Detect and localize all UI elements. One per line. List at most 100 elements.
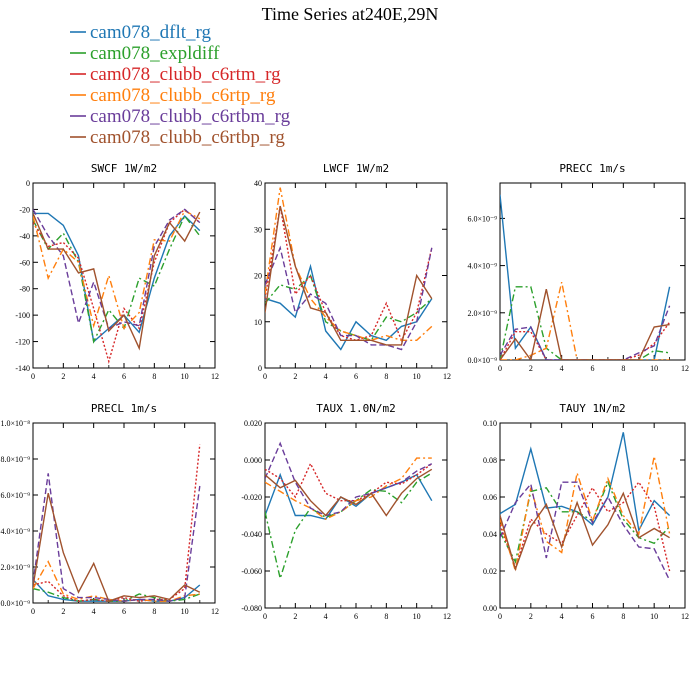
x-tick-label: 8 <box>152 607 156 616</box>
y-tick-label: -0.040 <box>241 530 262 539</box>
series-line-5 <box>265 245 433 351</box>
y-tick-label: 8.0×10⁻⁹ <box>0 455 30 464</box>
y-tick-label: -80 <box>19 285 30 294</box>
y-tick-label: -120 <box>15 338 30 347</box>
series-line-3 <box>265 462 433 502</box>
y-tick-label: 0.0×10⁻⁹ <box>467 356 497 365</box>
y-tick-label: 0 <box>26 179 30 188</box>
x-tick-label: 12 <box>443 612 451 621</box>
legend-label: cam078_clubb_c6rtm_rg <box>90 64 281 85</box>
y-tick-label: 0.10 <box>483 419 497 428</box>
series-line-1 <box>265 263 433 351</box>
series-line-6 <box>500 491 670 572</box>
y-tick-label: 2.0×10⁻⁹ <box>467 309 497 318</box>
x-tick-label: 6 <box>354 612 358 621</box>
panel-title: PRECL 1m/s <box>91 402 157 415</box>
x-tick-label: 8 <box>384 612 388 621</box>
y-tick-label: -0.080 <box>241 604 262 613</box>
y-tick-label: -0.060 <box>241 567 262 576</box>
x-tick-label: 2 <box>61 607 65 616</box>
x-tick-label: 10 <box>181 607 189 616</box>
x-tick-label: 6 <box>354 372 358 381</box>
series-line-6 <box>33 493 201 603</box>
series-line-4 <box>500 456 671 572</box>
y-tick-label: -60 <box>19 258 30 267</box>
x-tick-label: 4 <box>560 612 564 621</box>
plot-frame <box>499 422 686 609</box>
series-line-1 <box>33 212 201 343</box>
y-tick-label: 4.0×10⁻⁹ <box>0 527 30 536</box>
series-line-2 <box>265 274 433 342</box>
panel-title: PRECC 1m/s <box>559 162 625 175</box>
y-tick-label: 0.020 <box>244 419 262 428</box>
panel-2: LWCF 1W/m2 0 2 4 6 8 10 12 0 10 20 30 40 <box>254 162 451 381</box>
x-tick-label: 10 <box>181 372 189 381</box>
series-line-6 <box>265 205 433 346</box>
panels: SWCF 1W/m2 0 2 4 6 8 10 12 0 -20 -40 -60 -80 -100 -120… <box>0 162 689 621</box>
y-tick-label: 1.0×10⁻⁸ <box>0 419 30 428</box>
x-tick-label: 6 <box>122 607 126 616</box>
x-tick-label: 8 <box>384 372 388 381</box>
panel-6: TAUY 1N/m2 0 2 4 6 8 10 12 0.00 0.02 0.04 0.06 0.08 0… <box>483 402 689 621</box>
series-line-4 <box>265 187 433 342</box>
y-tick-label: 0.04 <box>483 530 497 539</box>
series-line-5 <box>33 208 201 330</box>
x-tick-label: 0 <box>31 607 35 616</box>
series-line-3 <box>33 444 201 602</box>
y-tick-label: 6.0×10⁻⁹ <box>0 491 30 500</box>
series-line-2 <box>33 214 201 344</box>
series-line-3 <box>33 208 201 364</box>
x-tick-label: 10 <box>413 612 421 621</box>
y-tick-label: 6.0×10⁻⁹ <box>467 214 497 223</box>
x-tick-label: 12 <box>681 364 689 373</box>
y-tick-label: 30 <box>254 225 262 234</box>
legend-label: cam078_clubb_c6rtp_rg <box>90 85 276 106</box>
y-tick-label: 0.000 <box>244 456 262 465</box>
x-tick-label: 4 <box>324 372 328 381</box>
series-line-3 <box>265 205 433 342</box>
x-tick-label: 2 <box>61 372 65 381</box>
x-tick-label: 10 <box>650 612 658 621</box>
series-line-5 <box>33 473 201 602</box>
x-tick-label: 12 <box>681 612 689 621</box>
series-line-5 <box>500 481 671 581</box>
series-line-6 <box>500 289 670 360</box>
series-line-5 <box>265 441 433 517</box>
panel-4: PRECL 1m/s 0 2 4 6 8 10 12 0.0×10⁻⁹ 2.0×10⁻⁹ 4.0×1… <box>0 402 219 616</box>
y-tick-label: 10 <box>254 318 262 327</box>
y-tick-label: 0.06 <box>483 493 497 502</box>
x-tick-label: 6 <box>591 364 595 373</box>
y-tick-label: -0.020 <box>241 493 262 502</box>
legend-label: cam078_clubb_c6rtbm_rg <box>90 106 291 127</box>
panel-1: SWCF 1W/m2 0 2 4 6 8 10 12 0 -20 -40 -60 -80 -100 -120… <box>15 162 219 381</box>
series-line-2 <box>33 587 201 602</box>
y-tick-label: 0 <box>258 364 262 373</box>
series-line-4 <box>265 457 432 521</box>
x-tick-label: 0 <box>263 372 267 381</box>
y-tick-label: 0.08 <box>483 456 497 465</box>
y-tick-label: 0.0×10⁻⁹ <box>0 599 30 608</box>
panel-title: TAUX 1.0N/m2 <box>316 402 395 415</box>
x-tick-label: 2 <box>293 612 297 621</box>
y-tick-label: 0.00 <box>483 604 497 613</box>
plot-frame <box>264 422 448 609</box>
x-tick-label: 12 <box>211 372 219 381</box>
y-tick-label: -100 <box>15 311 30 320</box>
plot-frame <box>499 182 686 361</box>
series-line-6 <box>33 211 201 351</box>
legend-label: cam078_dflt_rg <box>90 22 212 43</box>
panel-title: LWCF 1W/m2 <box>323 162 389 175</box>
y-tick-label: -20 <box>19 205 30 214</box>
legend-label: cam078_clubb_c6rtbp_rg <box>90 127 285 148</box>
x-tick-label: 0 <box>498 364 502 373</box>
x-tick-label: 10 <box>413 372 421 381</box>
panel-5: TAUX 1.0N/m2 0 2 4 6 8 10 12 0.020 0.000 -0.020 -0.… <box>241 402 451 621</box>
x-tick-label: 4 <box>92 607 96 616</box>
y-tick-label: 0.02 <box>483 567 497 576</box>
x-tick-label: 0 <box>263 612 267 621</box>
legend-label: cam078_expldiff <box>90 43 220 64</box>
panel-title: SWCF 1W/m2 <box>91 162 157 175</box>
series-line-2 <box>265 472 433 582</box>
x-tick-label: 2 <box>293 372 297 381</box>
